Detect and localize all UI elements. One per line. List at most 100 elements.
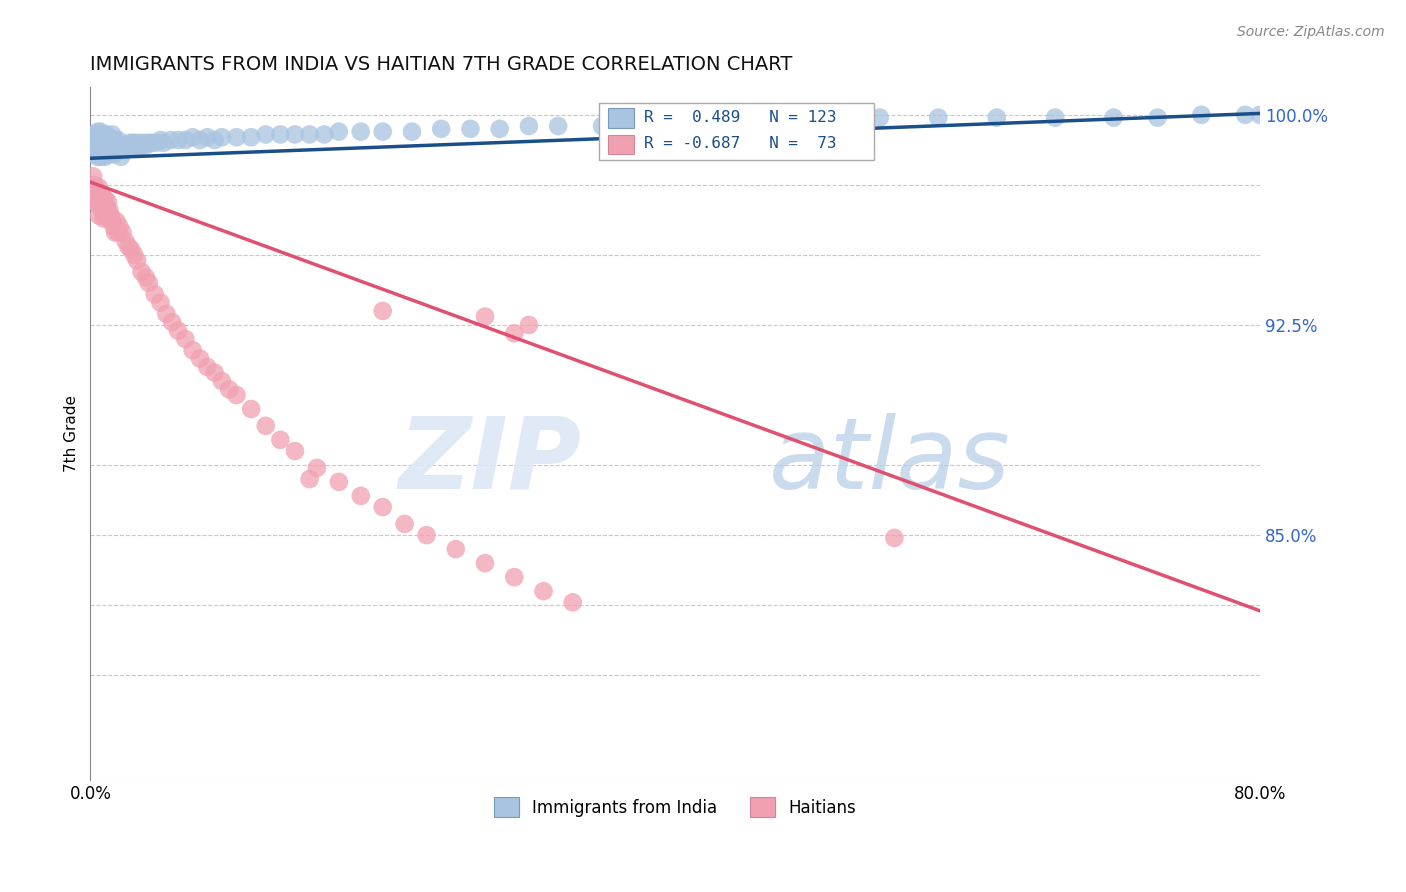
Point — [810, 113, 832, 128]
Point — [96, 147, 118, 161]
Point — [240, 130, 263, 145]
Point — [104, 133, 127, 147]
Point — [547, 119, 569, 133]
Point — [91, 130, 114, 145]
Point — [91, 147, 114, 161]
Point — [98, 145, 121, 159]
Point — [94, 141, 117, 155]
Point — [394, 516, 416, 531]
Point — [218, 383, 240, 397]
Point — [93, 192, 115, 206]
Y-axis label: 7th Grade: 7th Grade — [65, 395, 79, 472]
Point — [869, 111, 891, 125]
Point — [108, 141, 131, 155]
Point — [97, 211, 120, 226]
Text: R = -0.687   N =  73: R = -0.687 N = 73 — [644, 136, 837, 152]
Point — [83, 147, 105, 161]
Point — [284, 444, 307, 458]
Point — [118, 136, 141, 150]
Point — [82, 169, 104, 184]
Point — [83, 192, 105, 206]
Point — [87, 130, 110, 145]
Point — [83, 128, 105, 142]
Point — [1249, 108, 1271, 122]
Point — [84, 194, 107, 209]
Point — [1102, 111, 1125, 125]
Point — [474, 556, 496, 570]
Point — [107, 133, 129, 147]
Text: R =  0.489   N = 123: R = 0.489 N = 123 — [644, 110, 837, 125]
Point — [87, 209, 110, 223]
Point — [86, 150, 108, 164]
Point — [122, 248, 145, 262]
FancyBboxPatch shape — [599, 103, 875, 160]
Point — [90, 197, 112, 211]
Point — [188, 351, 211, 366]
Point — [105, 214, 128, 228]
Point — [474, 310, 496, 324]
Legend: Immigrants from India, Haitians: Immigrants from India, Haitians — [486, 790, 863, 824]
Point — [254, 418, 277, 433]
Point — [204, 133, 226, 147]
Point — [87, 147, 110, 161]
Point — [101, 128, 124, 142]
Point — [110, 138, 132, 153]
Point — [211, 130, 233, 145]
Point — [101, 147, 124, 161]
Point — [94, 192, 117, 206]
Point — [117, 239, 139, 253]
Point — [90, 150, 112, 164]
Point — [149, 133, 172, 147]
Point — [167, 324, 190, 338]
Point — [181, 343, 204, 358]
Point — [104, 145, 127, 159]
Point — [91, 189, 114, 203]
Point — [90, 141, 112, 155]
Point — [97, 136, 120, 150]
Point — [115, 138, 138, 153]
Text: atlas: atlas — [769, 413, 1011, 510]
Point — [96, 200, 118, 214]
Point — [174, 133, 197, 147]
Point — [100, 133, 122, 147]
Point — [93, 128, 115, 142]
Point — [122, 141, 145, 155]
Point — [174, 332, 197, 346]
Point — [160, 315, 183, 329]
Point — [111, 141, 134, 155]
Point — [195, 130, 218, 145]
Point — [533, 584, 555, 599]
Point — [145, 136, 167, 150]
Point — [305, 461, 328, 475]
Point — [94, 130, 117, 145]
Point — [101, 138, 124, 153]
Point — [143, 287, 166, 301]
Point — [328, 125, 350, 139]
Point — [240, 402, 263, 417]
Point — [93, 211, 115, 226]
Point — [114, 141, 136, 155]
Point — [120, 141, 142, 155]
Text: Source: ZipAtlas.com: Source: ZipAtlas.com — [1237, 25, 1385, 39]
Point — [86, 125, 108, 139]
Point — [129, 136, 152, 150]
Point — [561, 595, 583, 609]
Point — [634, 116, 657, 130]
Point — [1263, 108, 1285, 122]
Point — [1234, 108, 1257, 122]
Point — [127, 141, 149, 155]
Point — [97, 194, 120, 209]
Point — [328, 475, 350, 489]
Point — [86, 197, 108, 211]
Point — [155, 307, 177, 321]
Point — [82, 145, 104, 159]
Point — [488, 121, 510, 136]
Point — [430, 121, 453, 136]
Point — [98, 136, 121, 150]
Point — [167, 133, 190, 147]
FancyBboxPatch shape — [609, 109, 634, 128]
Point — [1043, 111, 1066, 125]
Point — [97, 147, 120, 161]
Point — [138, 136, 160, 150]
Point — [94, 209, 117, 223]
